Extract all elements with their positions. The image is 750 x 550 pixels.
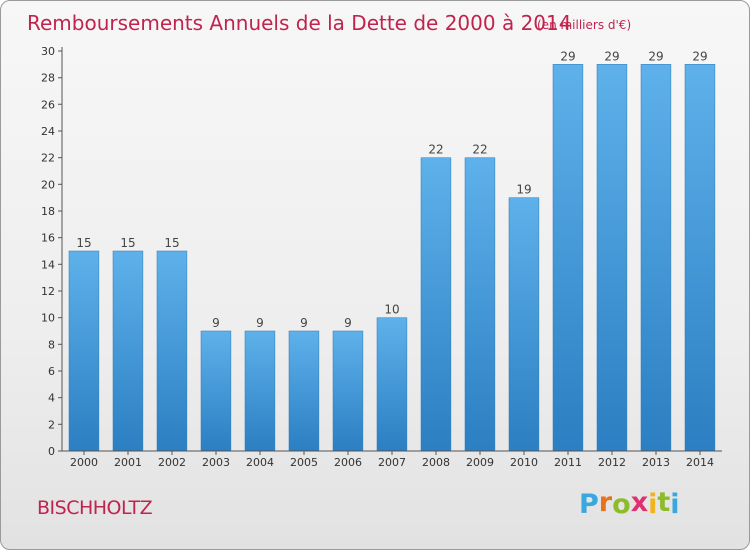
city-name: BISCHHOLTZ <box>37 497 153 519</box>
y-tick-label-6: 6 <box>48 365 55 378</box>
y-tick-label-2: 2 <box>48 418 55 431</box>
bar-2005 <box>288 330 320 452</box>
y-tick-label-10: 10 <box>41 312 55 325</box>
bar-2007 <box>376 317 408 452</box>
y-tick-label-28: 28 <box>41 72 55 85</box>
y-tick-label-30: 30 <box>41 45 55 58</box>
data-label-2010: 19 <box>516 183 531 197</box>
data-label-2002: 15 <box>164 236 179 250</box>
data-label-2003: 9 <box>212 316 220 330</box>
logo-letter: o <box>612 489 631 520</box>
logo-letter: x <box>630 487 649 518</box>
data-label-2009: 22 <box>472 143 487 157</box>
x-tick-label-2006: 2006 <box>334 456 362 469</box>
bar-2013 <box>640 64 672 452</box>
y-tick-label-22: 22 <box>41 152 55 165</box>
y-tick-label-24: 24 <box>41 125 55 138</box>
chart-title: Remboursements Annuels de la Dette de 20… <box>27 11 571 35</box>
x-tick-label-2012: 2012 <box>598 456 626 469</box>
x-tick-label-2002: 2002 <box>158 456 186 469</box>
bar-2002 <box>156 250 188 452</box>
bar-2004 <box>244 330 276 452</box>
x-tick-label-2005: 2005 <box>290 456 318 469</box>
data-label-2008: 22 <box>428 143 443 157</box>
bar-2014 <box>684 64 716 452</box>
data-label-2004: 9 <box>256 316 264 330</box>
bar-2001 <box>112 250 144 452</box>
data-label-2014: 29 <box>692 49 707 63</box>
data-label-2005: 9 <box>300 316 308 330</box>
logo-letter: P <box>579 489 599 520</box>
bar-2000 <box>68 250 100 452</box>
x-tick-label-2008: 2008 <box>422 456 450 469</box>
x-tick-label-2001: 2001 <box>114 456 142 469</box>
data-label-2006: 9 <box>344 316 352 330</box>
logo-letter: i <box>648 489 658 520</box>
data-label-2007: 10 <box>384 303 399 317</box>
bar-2003 <box>200 330 232 452</box>
y-tick-label-16: 16 <box>41 232 55 245</box>
x-tick-label-2011: 2011 <box>554 456 582 469</box>
y-tick-label-18: 18 <box>41 205 55 218</box>
chart-unit: (en milliers d'€) <box>537 18 631 32</box>
logo-letter: i <box>670 489 680 520</box>
bar-2006 <box>332 330 364 452</box>
x-tick-label-2010: 2010 <box>510 456 538 469</box>
bar-2012 <box>596 64 628 452</box>
bar-2011 <box>552 64 584 452</box>
data-label-2001: 15 <box>120 236 135 250</box>
x-tick-label-2007: 2007 <box>378 456 406 469</box>
y-tick-label-14: 14 <box>41 258 55 271</box>
y-tick-label-26: 26 <box>41 98 55 111</box>
proxiti-logo[interactable]: Proxiti <box>579 487 680 520</box>
y-tick-label-4: 4 <box>48 392 55 405</box>
bar-2008 <box>420 157 452 452</box>
y-tick-label-8: 8 <box>48 338 55 351</box>
x-tick-label-2004: 2004 <box>246 456 274 469</box>
data-label-2013: 29 <box>648 49 663 63</box>
bar-2009 <box>464 157 496 452</box>
x-tick-label-2013: 2013 <box>642 456 670 469</box>
x-tick-label-2000: 2000 <box>70 456 98 469</box>
y-tick-label-0: 0 <box>48 445 55 458</box>
data-label-2000: 15 <box>76 236 91 250</box>
logo-letter: r <box>598 487 613 518</box>
data-label-2012: 29 <box>604 49 619 63</box>
x-tick-label-2003: 2003 <box>202 456 230 469</box>
bar-2010 <box>508 197 540 452</box>
data-label-2011: 29 <box>560 49 575 63</box>
y-tick-label-12: 12 <box>41 285 55 298</box>
x-tick-label-2014: 2014 <box>686 456 714 469</box>
x-tick-label-2009: 2009 <box>466 456 494 469</box>
y-tick-label-20: 20 <box>41 178 55 191</box>
logo-letter: t <box>657 487 671 518</box>
